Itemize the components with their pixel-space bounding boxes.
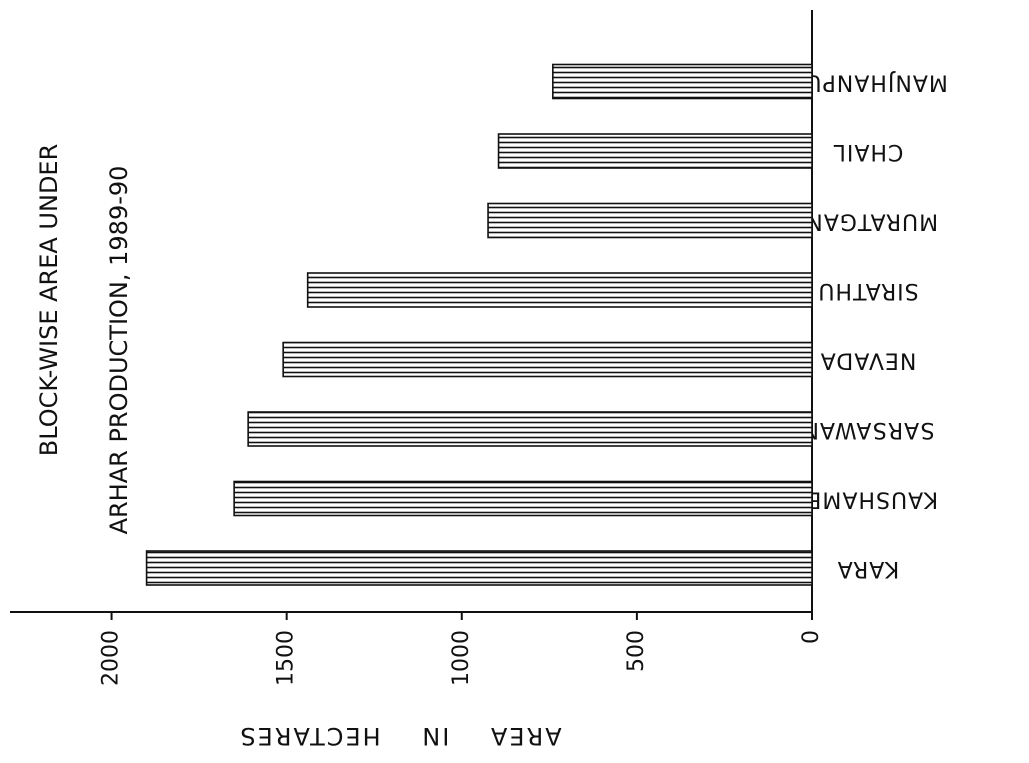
y-tick-label: MURATGANJ: [798, 209, 938, 234]
x-tick-label: 500: [624, 630, 649, 672]
bar: [247, 411, 813, 447]
x-tick-label: 1000: [449, 630, 474, 686]
bar: [487, 202, 813, 239]
bar: [282, 341, 813, 378]
x-tick-label: 1500: [274, 630, 299, 686]
y-tick-label: KARA: [837, 556, 900, 581]
y-tick-label: CHAIL: [833, 139, 904, 164]
y-tick-label: MANJHANPUR: [788, 70, 948, 95]
y-tick-label: SARSAWAN: [802, 417, 935, 442]
chart-title: BLOCK-WISE AREA UNDER: [35, 144, 63, 457]
x-tick-label: 0: [799, 630, 824, 644]
chart-subtitle: ARHAR PRODUCTION, 1989-90: [105, 166, 133, 535]
y-tick-label: KAUSHAMBI: [798, 487, 938, 512]
bar: [145, 550, 813, 586]
y-tick-label: NEVADA: [820, 348, 917, 373]
bar: [306, 272, 813, 308]
x-tick-label: 2000: [99, 630, 124, 686]
y-tick-label: SIRATHU: [817, 278, 918, 303]
bar: [497, 133, 813, 169]
bar: [552, 63, 813, 100]
bar: [233, 480, 813, 517]
x-axis-label: AREA IN HECTARES: [238, 722, 561, 750]
